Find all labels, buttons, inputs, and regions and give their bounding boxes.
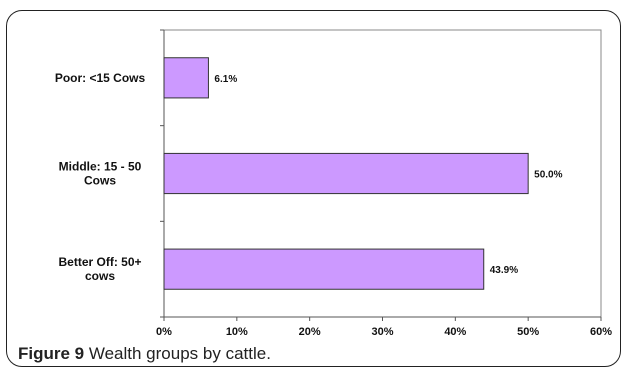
bar — [163, 248, 485, 290]
x-tick-label: 0% — [156, 326, 172, 338]
figure-caption-text: Wealth groups by cattle. — [88, 344, 271, 363]
bar-value-label: 6.1% — [214, 74, 237, 85]
bar-value-label: 50.0% — [534, 170, 562, 181]
chart-labels: 6.1% Poor: <15 Cows 50.0% Middle: 15 - 50 Co… — [55, 71, 563, 283]
figure-caption-label: Figure 9 — [18, 344, 85, 363]
x-tick-label: 60% — [590, 326, 612, 338]
chart-bars — [163, 57, 529, 290]
x-tick-label: 40% — [444, 326, 466, 338]
category-label: Poor: <15 Cows — [55, 71, 146, 85]
category-label: Middle: 15 - 50 Cows — [59, 160, 142, 188]
chart-axes: 0% 10% 20% 30% 40% 50% 60% — [156, 29, 612, 338]
figure-caption: Figure 9 Wealth groups by cattle. — [18, 344, 271, 364]
bar — [163, 57, 209, 99]
x-tick-label: 20% — [299, 326, 321, 338]
x-tick-label: 50% — [517, 326, 539, 338]
bar — [163, 152, 529, 195]
x-tick-label: 30% — [371, 326, 393, 338]
bar-value-label: 43.9% — [490, 265, 518, 276]
x-tick-label: 10% — [226, 326, 248, 338]
category-label: Better Off: 50+ cows — [58, 255, 141, 283]
